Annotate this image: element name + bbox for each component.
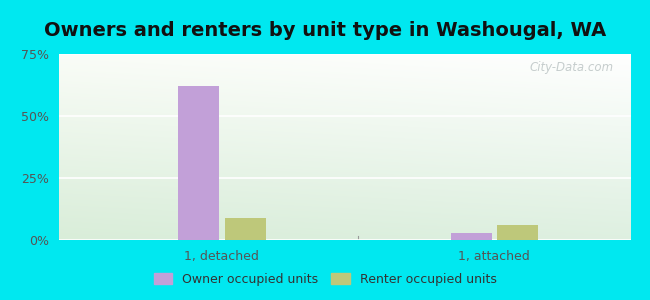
- Bar: [225, 218, 265, 240]
- Text: Owners and renters by unit type in Washougal, WA: Owners and renters by unit type in Washo…: [44, 21, 606, 40]
- Text: City-Data.com: City-Data.com: [529, 61, 614, 74]
- Legend: Owner occupied units, Renter occupied units: Owner occupied units, Renter occupied un…: [148, 268, 502, 291]
- Bar: [178, 86, 219, 240]
- Bar: [497, 225, 538, 240]
- Bar: [450, 232, 491, 240]
